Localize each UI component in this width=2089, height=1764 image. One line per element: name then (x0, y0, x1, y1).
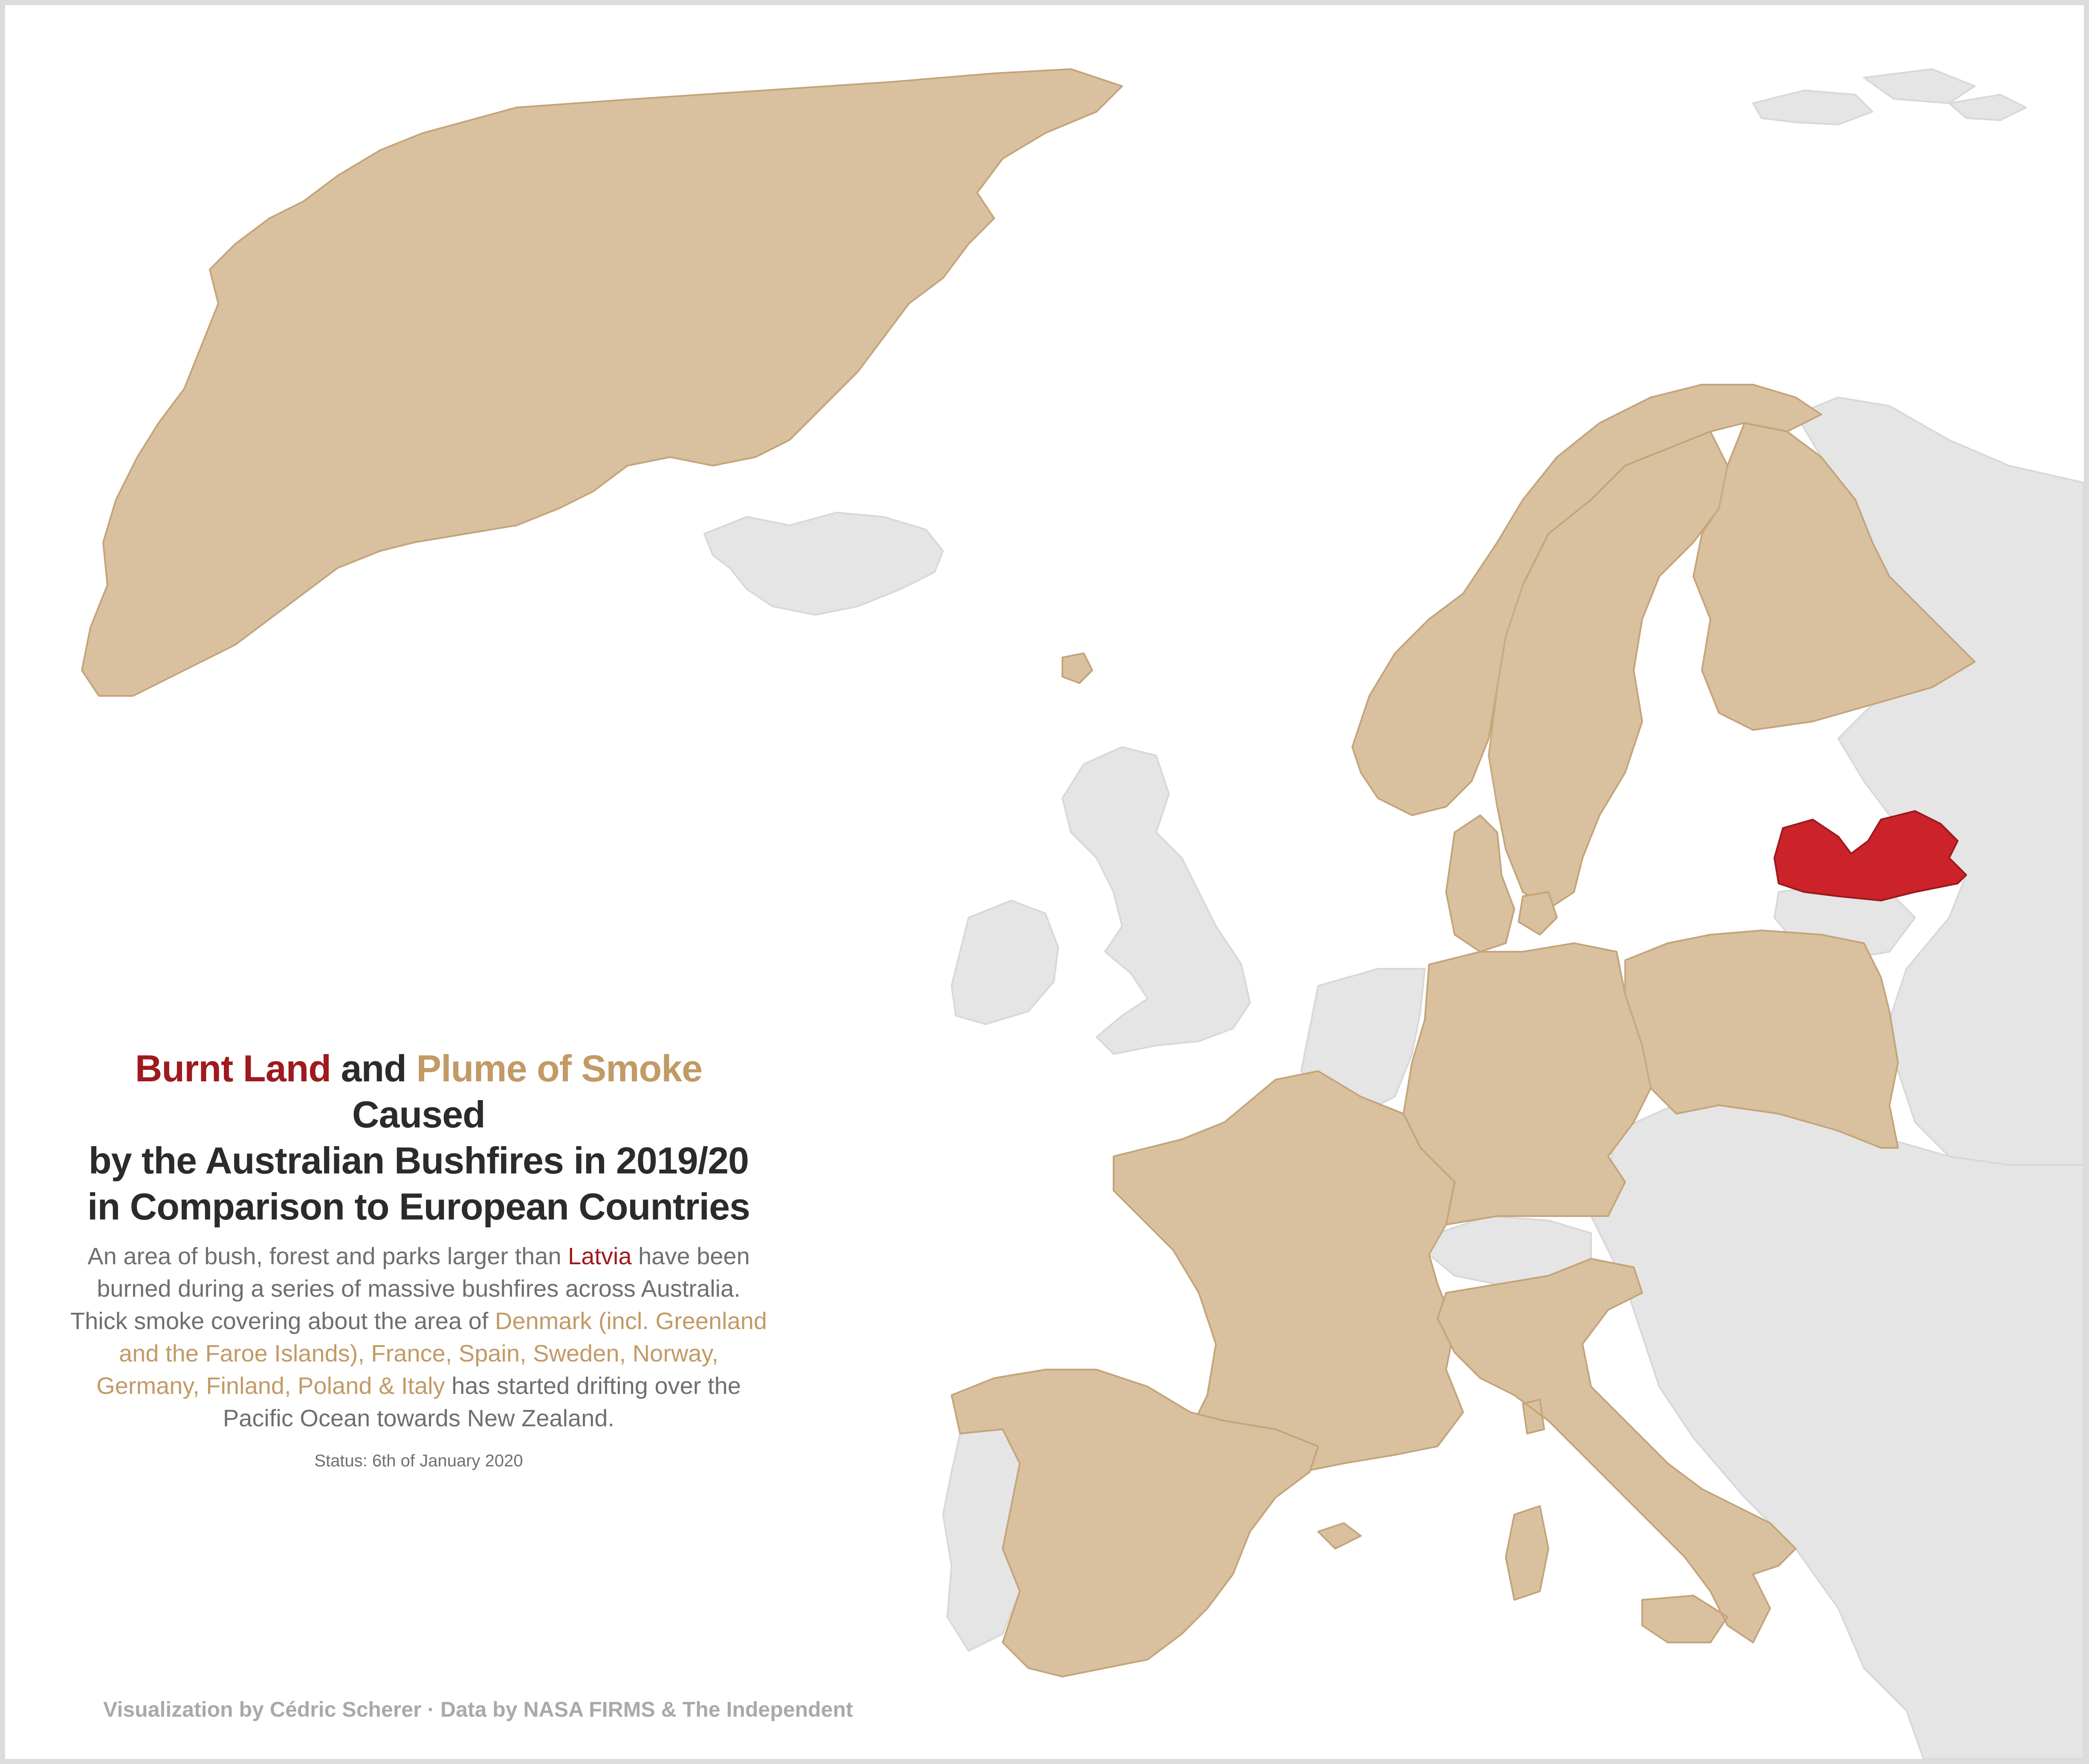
title-plume-of-smoke: Plume of Smoke (416, 1047, 703, 1089)
other-countries (703, 68, 2084, 1759)
country-iceland (703, 512, 944, 616)
country-finland (1693, 422, 1976, 731)
title-connector: and (331, 1047, 417, 1089)
country-spain (951, 1369, 1362, 1677)
title-line-3: in Comparison to European Countries (87, 1185, 750, 1228)
country-latvia (1774, 810, 1967, 901)
internal-borders (1428, 465, 1728, 1255)
description-smoke-countries: Denmark (incl. Greenland and the Faroe I… (96, 1307, 767, 1399)
country-faroe-islands (1062, 652, 1093, 684)
country-denmark (1445, 814, 1558, 953)
source-caption: Visualization by Cédric Scherer · Data b… (103, 1697, 853, 1721)
country-united-kingdom (1062, 746, 1251, 1055)
title-caused: Caused (352, 1093, 486, 1135)
country-central-eastern-europe (1590, 1096, 2084, 1759)
description-after: has started drifting over the Pacific Oc… (223, 1372, 741, 1431)
description-text: An area of bush, forest and parks larger… (69, 1240, 768, 1434)
country-poland (1624, 930, 1899, 1149)
description-before: An area of bush, forest and parks larger… (87, 1243, 568, 1269)
europe-map (81, 68, 2084, 1759)
burnt-land-countries (1774, 810, 1967, 901)
country-ireland (951, 900, 1059, 1025)
chart-title: Burnt Land and Plume of Smoke Caused by … (69, 1046, 768, 1230)
description-middle: have been burned during a series of mass… (70, 1243, 750, 1334)
status-date: Status: 6th of January 2020 (314, 1451, 523, 1470)
description-burnt-country: Latvia (568, 1243, 632, 1269)
country-svalbard (1752, 68, 2027, 125)
country-italy (1437, 1258, 1797, 1643)
country-benelux (1300, 968, 1426, 1115)
title-line-2: by the Australian Bushfires in 2019/20 (88, 1139, 749, 1182)
country-greenland (81, 68, 1123, 697)
title-burnt-land: Burnt Land (135, 1047, 331, 1089)
title-block: Burnt Land and Plume of Smoke Caused by … (69, 1046, 768, 1471)
smoke-plume-countries (81, 68, 1976, 1677)
country-france (1113, 1070, 1464, 1473)
